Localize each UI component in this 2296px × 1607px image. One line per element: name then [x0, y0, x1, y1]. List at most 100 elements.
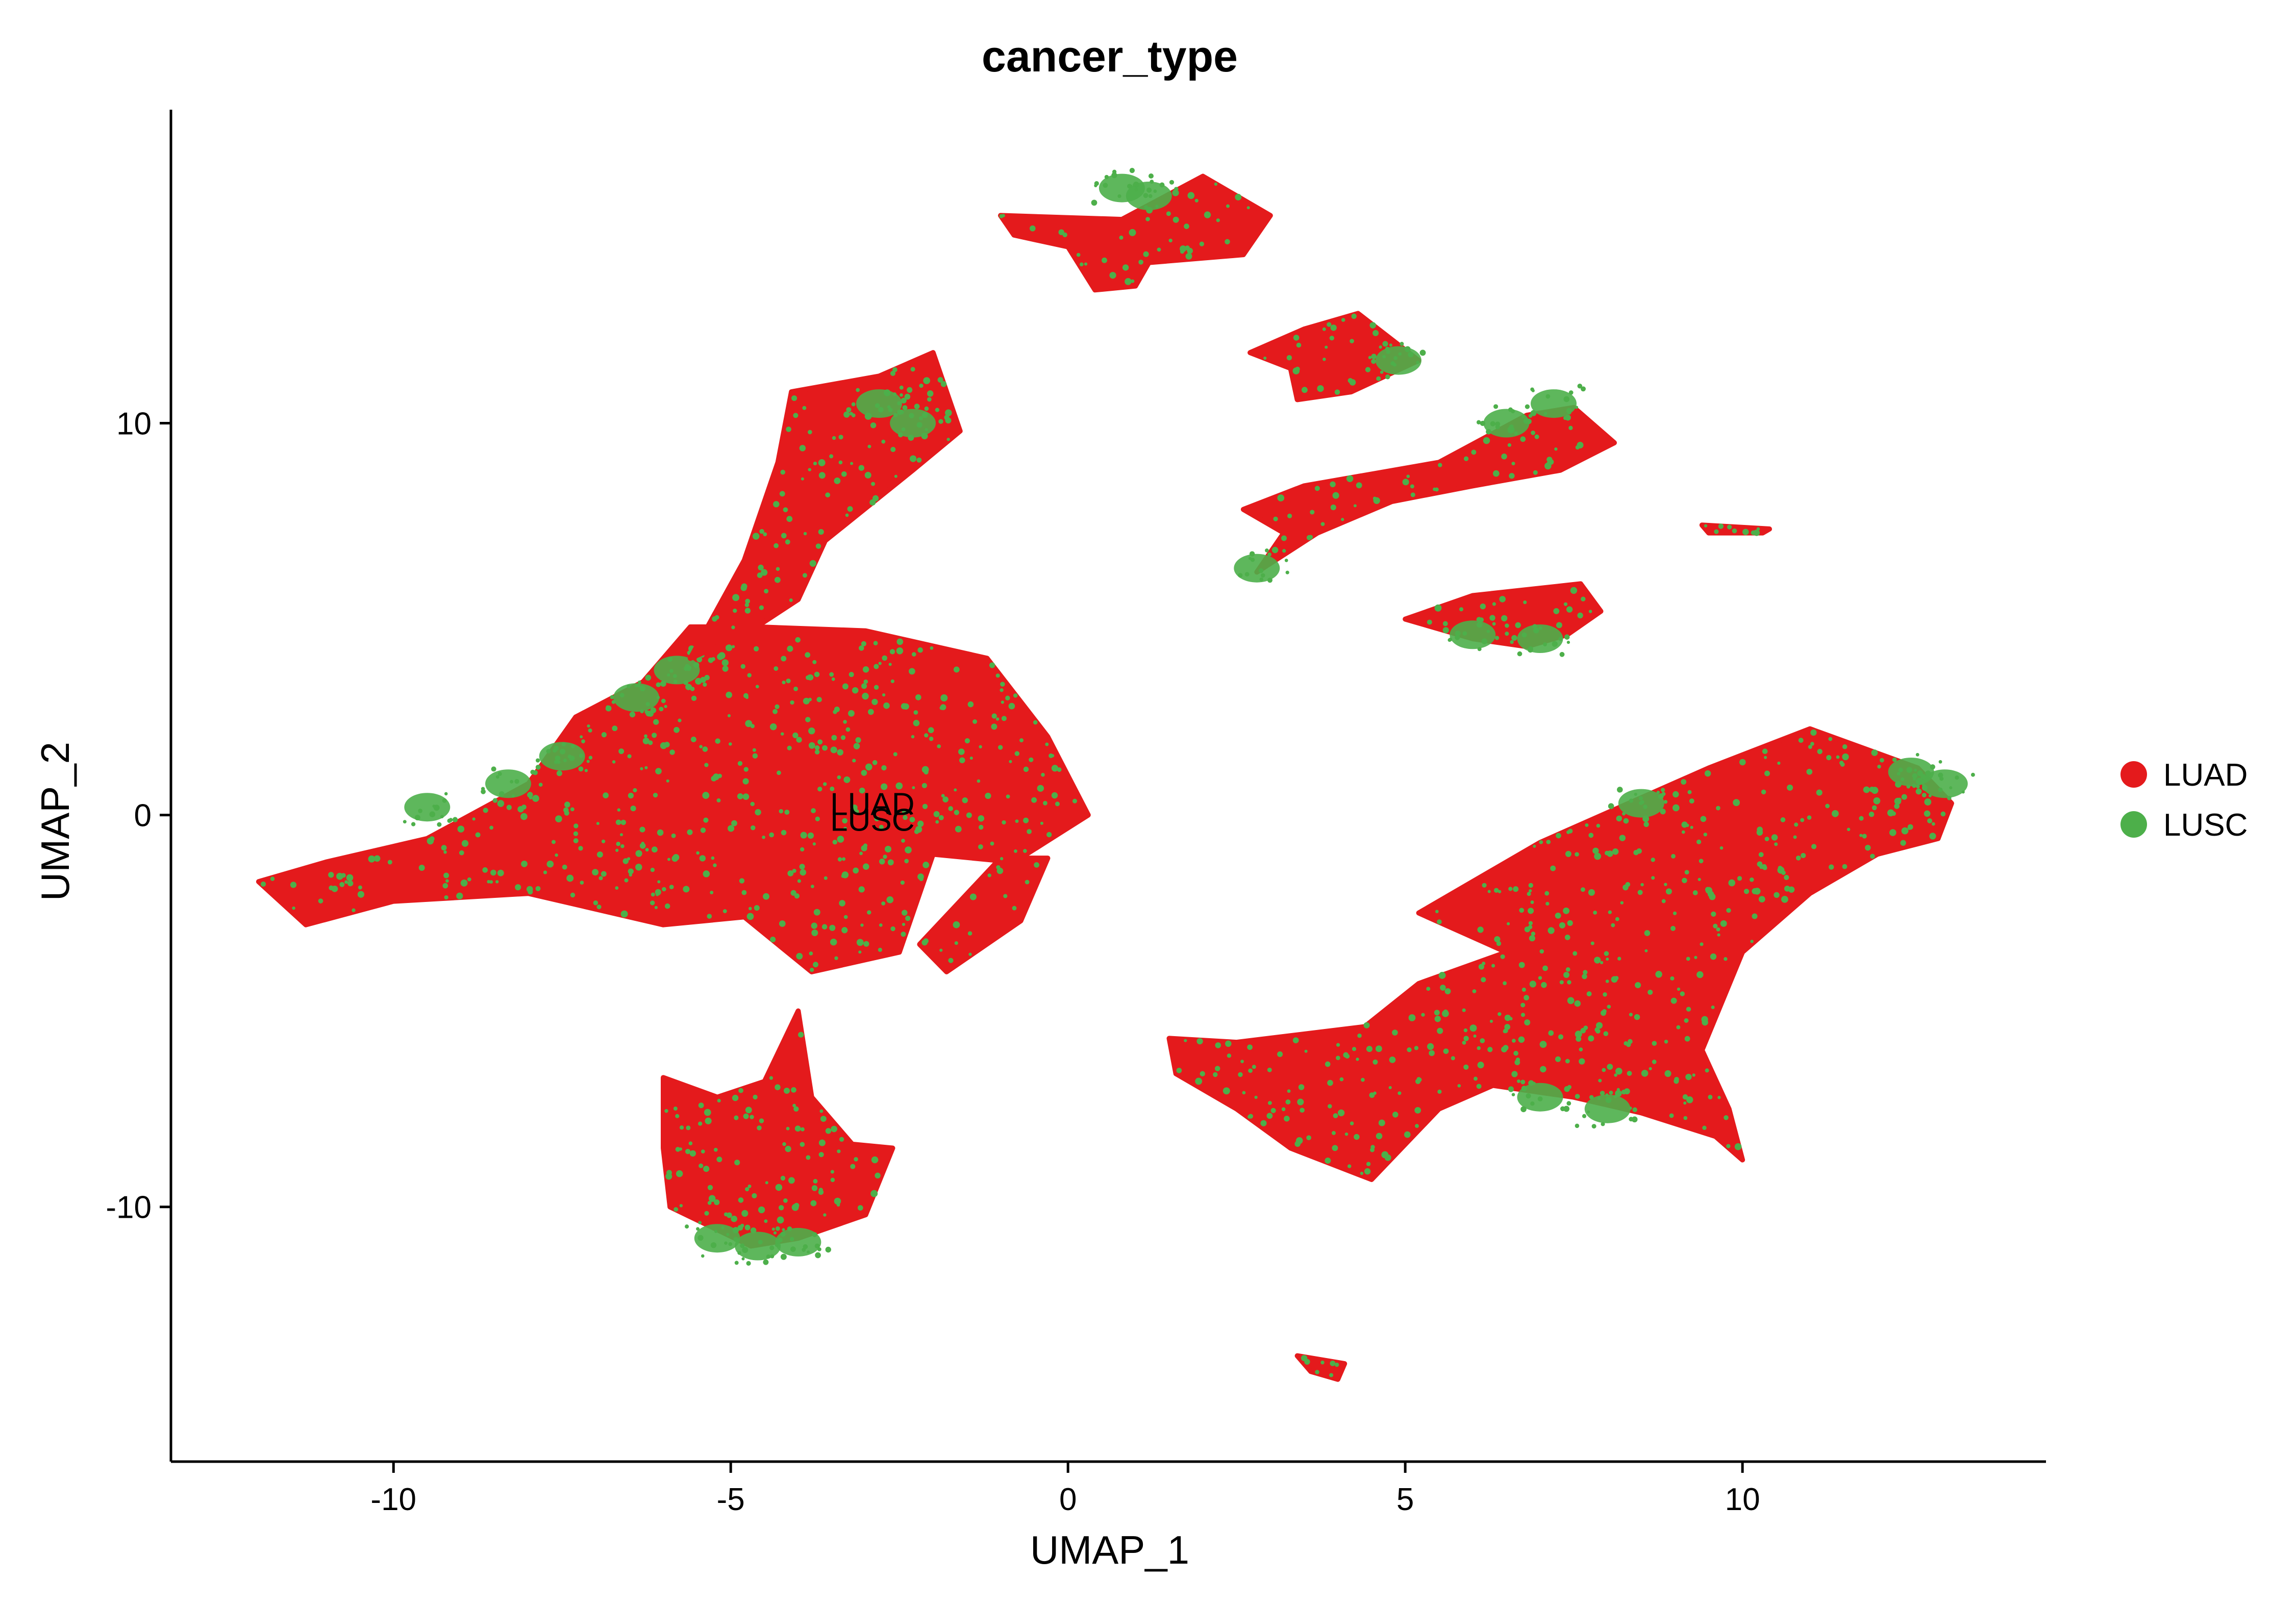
lusc-point	[837, 749, 843, 756]
lusc-point	[1427, 619, 1432, 625]
lusc-point	[1810, 742, 1814, 746]
lusc-point	[825, 492, 831, 498]
lusc-point	[781, 732, 784, 736]
lusc-point	[883, 702, 890, 709]
lusc-point	[443, 872, 450, 878]
lusc-point	[1615, 1067, 1623, 1075]
lusc-patch	[404, 793, 451, 822]
lusc-point	[721, 659, 729, 666]
lusc-point	[1194, 198, 1199, 203]
lusc-point	[683, 886, 690, 893]
lusc-point	[1559, 980, 1564, 985]
lusc-point	[429, 811, 436, 818]
lusc-point	[1366, 1162, 1371, 1166]
lusc-point	[520, 813, 528, 820]
lusc-point	[1949, 786, 1953, 790]
lusc-point	[717, 1098, 721, 1103]
y-tick-label: -10	[106, 1190, 152, 1225]
lusc-point	[793, 686, 798, 691]
lusc-point	[1915, 752, 1919, 757]
lusc-point	[1533, 470, 1538, 475]
lusc-point	[1517, 651, 1523, 657]
lusc-point	[913, 719, 920, 726]
lusc-point	[1000, 682, 1005, 687]
lusc-point	[1434, 1016, 1441, 1022]
lusc-point	[814, 749, 820, 755]
lusc-point	[1575, 852, 1579, 857]
lusc-point	[989, 662, 995, 668]
lusc-point	[1336, 1043, 1340, 1047]
lusc-point	[656, 695, 660, 699]
lusc-point	[783, 1198, 788, 1203]
lusc-point	[743, 693, 748, 698]
lusc-point	[1477, 647, 1482, 651]
lusc-point	[1548, 927, 1555, 934]
lusc-point	[1129, 167, 1135, 173]
lusc-point	[1602, 1068, 1606, 1072]
lusc-point	[1327, 1079, 1333, 1086]
lusc-point	[1477, 621, 1483, 628]
lusc-point	[460, 880, 468, 887]
lusc-point	[883, 855, 887, 859]
lusc-point	[890, 370, 896, 376]
lusc-point	[878, 947, 882, 952]
lusc-point	[924, 733, 929, 738]
lusc-point	[1315, 1370, 1319, 1374]
lusc-point	[1371, 359, 1376, 364]
lusc-point	[610, 695, 614, 699]
lusc-point	[483, 808, 488, 813]
lusc-point	[945, 409, 952, 416]
lusc-point	[587, 724, 590, 728]
lusc-point	[579, 754, 584, 758]
lusc-point	[940, 694, 948, 701]
lusc-point	[823, 876, 828, 880]
lusc-point	[1473, 1034, 1477, 1038]
lusc-point	[770, 937, 776, 943]
lusc-point	[1235, 193, 1242, 200]
lusc-point	[497, 771, 502, 776]
lusc-point	[1242, 1091, 1246, 1095]
lusc-point	[596, 851, 603, 858]
lusc-point	[1478, 964, 1485, 970]
lusc-point	[1503, 981, 1507, 986]
lusc-point	[813, 1178, 818, 1184]
lusc-point	[1879, 758, 1884, 763]
lusc-point	[752, 1193, 757, 1199]
lusc-point	[444, 895, 448, 900]
lusc-point	[820, 1116, 827, 1122]
lusc-point	[896, 647, 904, 655]
lusc-point	[1865, 844, 1871, 851]
lusc-point	[874, 816, 880, 822]
lusc-point	[822, 782, 827, 786]
lusc-point	[1277, 1051, 1283, 1057]
lusc-point	[1414, 1107, 1421, 1114]
lusc-point	[1273, 516, 1278, 521]
lusc-point	[640, 709, 644, 714]
lusc-point	[1807, 815, 1812, 820]
lusc-point	[1635, 982, 1641, 989]
lusc-point	[1541, 982, 1547, 988]
lusc-point	[1556, 833, 1561, 839]
lusc-point	[1614, 1073, 1617, 1077]
lusc-point	[881, 901, 886, 906]
lusc-point	[1298, 1084, 1305, 1090]
lusc-point	[1480, 1038, 1485, 1043]
lusc-point	[619, 693, 625, 698]
lusc-point	[1410, 492, 1415, 497]
lusc-point	[1625, 882, 1631, 887]
lusc-point	[1482, 961, 1486, 966]
lusc-point	[1416, 361, 1419, 364]
lusc-point	[870, 1190, 878, 1197]
lusc-point	[796, 952, 803, 960]
lusc-point	[270, 876, 275, 881]
lusc-point	[933, 811, 940, 817]
lusc-point	[555, 853, 558, 857]
lusc-point	[1489, 615, 1495, 621]
lusc-point	[851, 413, 856, 417]
lusc-point	[1511, 635, 1517, 641]
lusc-point	[1304, 1049, 1308, 1053]
lusc-point	[1505, 631, 1509, 636]
lusc-point	[1710, 953, 1717, 960]
lusc-point	[742, 1247, 748, 1253]
lusc-patch	[1234, 554, 1280, 583]
